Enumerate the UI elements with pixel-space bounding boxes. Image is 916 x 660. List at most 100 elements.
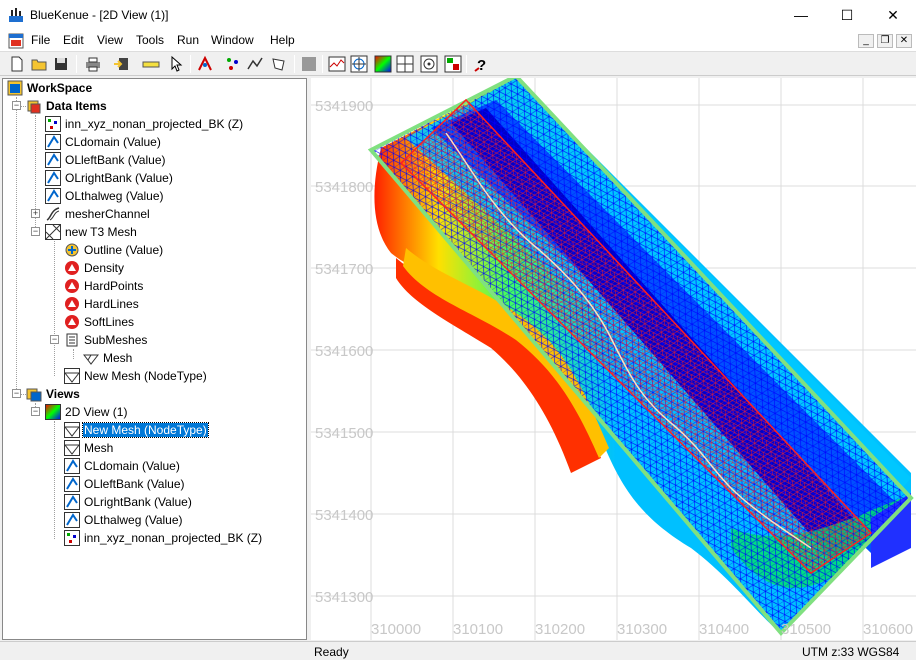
maximize-button[interactable]: ☐ <box>840 7 854 23</box>
tree-item-label: OLrightBank (Value) <box>84 495 192 509</box>
print-icon[interactable] <box>84 55 102 73</box>
compass-icon[interactable] <box>420 55 438 73</box>
2d-view-icon <box>45 404 61 420</box>
menu-run[interactable]: Run <box>177 33 200 47</box>
status-bar: Ready UTM z:33 WGS84 <box>0 641 916 660</box>
mesh-plot[interactable]: 5341900 5341800 5341700 5341600 5341500 53414… <box>311 78 916 640</box>
x-axis-label: 310300 <box>617 621 667 638</box>
point-set-icon <box>64 530 80 546</box>
menu-view[interactable]: View <box>97 33 123 47</box>
tree-item-label: HardPoints <box>84 279 144 293</box>
x-axis-label: 310600 <box>863 621 913 638</box>
views-icon <box>26 388 42 402</box>
tree-item-label: Density <box>84 261 125 275</box>
menu-edit[interactable]: Edit <box>63 33 84 47</box>
collapse-views-toggle[interactable]: − <box>12 388 21 398</box>
profile-icon[interactable] <box>328 55 346 73</box>
lines-icon[interactable] <box>246 55 264 73</box>
y-axis-label: 5341900 <box>315 98 373 115</box>
collapse-submeshes-toggle[interactable]: − <box>50 334 59 344</box>
tree-item-label: SoftLines <box>84 315 135 329</box>
mesh-icon <box>64 368 80 384</box>
save-icon[interactable] <box>52 55 70 73</box>
x-axis-label: 310100 <box>453 621 503 638</box>
minimize-button[interactable]: — <box>794 7 808 23</box>
tree-item-label: OLleftBank (Value) <box>65 153 166 167</box>
line-set-icon <box>45 152 61 168</box>
colormap-icon[interactable] <box>374 55 392 73</box>
ruler-icon[interactable] <box>142 55 160 73</box>
bluekenue-app-icon <box>9 8 23 22</box>
tree-item-label: Mesh <box>84 441 114 455</box>
title-bar: BlueKenue - [2D View (1)] — ☐ ✕ <box>0 0 916 31</box>
tree-item-label: OLleftBank (Value) <box>84 477 185 491</box>
mdi-minimize-button[interactable]: _ <box>858 34 874 48</box>
collapse-t3-mesh-toggle[interactable]: − <box>31 226 40 236</box>
line-set-icon <box>64 494 80 510</box>
menu-bar: File Edit View Tools Run Window Help _ ❐… <box>0 31 916 51</box>
help-icon[interactable]: ? <box>472 55 490 73</box>
domain-outline <box>367 78 914 636</box>
softlines-icon <box>65 315 79 329</box>
tree-workspace-label: WorkSpace <box>27 81 93 95</box>
open-icon[interactable] <box>30 55 48 73</box>
new-icon[interactable] <box>8 55 26 73</box>
tree-item-label: new T3 Mesh <box>65 225 137 239</box>
menu-tools[interactable]: Tools <box>136 33 165 47</box>
tree-item-label: HardLines <box>84 297 139 311</box>
hardpoints-icon <box>65 279 79 293</box>
close-button[interactable]: ✕ <box>887 7 899 23</box>
menu-window[interactable]: Window <box>211 33 254 47</box>
2d-view-canvas[interactable]: 5341900 5341800 5341700 5341600 5341500 53414… <box>311 78 916 640</box>
y-axis-label: 5341600 <box>315 343 373 360</box>
stop-icon[interactable] <box>300 55 318 73</box>
import-icon[interactable] <box>112 55 130 73</box>
polygon-icon[interactable] <box>270 55 288 73</box>
expand-mesher-channel-toggle[interactable]: + <box>31 208 40 218</box>
tree-item-label: Mesh <box>103 351 133 365</box>
mesher-channel-icon <box>46 207 60 221</box>
y-axis-label: 5341800 <box>315 179 373 196</box>
tree-item-label: OLthalweg (Value) <box>65 189 164 203</box>
x-axis-label: 310500 <box>781 621 831 638</box>
tool-icon[interactable] <box>196 55 214 73</box>
tree-data-items-label: Data Items <box>46 99 107 113</box>
tree-item-label: inn_xyz_nonan_projected_BK (Z) <box>65 117 244 131</box>
y-axis-label: 5341400 <box>315 507 373 524</box>
collapse-data-items-toggle[interactable]: − <box>12 100 21 110</box>
data-items-icon <box>27 100 41 114</box>
toolbar: ? <box>0 51 916 76</box>
axis-labels: 5341900 5341800 5341700 5341600 5341500 53414… <box>315 98 913 638</box>
layers-icon[interactable] <box>444 55 462 73</box>
tree-item-label: SubMeshes <box>84 333 148 347</box>
pointer-icon[interactable] <box>168 55 186 73</box>
mdi-child-icon[interactable] <box>8 33 24 49</box>
density-icon <box>65 261 79 275</box>
thalweg-line <box>445 132 812 549</box>
svg-text:?: ? <box>477 57 486 73</box>
mesh-icon <box>64 422 80 438</box>
tree-item-label: 2D View (1) <box>65 405 128 419</box>
line-set-icon <box>45 188 61 204</box>
point-set-icon <box>45 116 61 132</box>
points-icon[interactable] <box>224 55 242 73</box>
y-axis-label: 5341700 <box>315 261 373 278</box>
line-set-icon <box>64 476 80 492</box>
mesh-icon <box>64 440 80 456</box>
tree-item-label: OLthalweg (Value) <box>84 513 183 527</box>
grid-icon[interactable] <box>396 55 414 73</box>
menu-help[interactable]: Help <box>270 33 295 47</box>
mdi-restore-button[interactable]: ❐ <box>877 34 893 48</box>
channel-outline <box>399 98 873 574</box>
mdi-close-button[interactable]: ✕ <box>896 34 912 48</box>
tree-item-label-selected: New Mesh (NodeType) <box>82 422 209 438</box>
tree-item-label: CLdomain (Value) <box>65 135 161 149</box>
menu-file[interactable]: File <box>31 33 51 47</box>
x-axis-label: 310400 <box>699 621 749 638</box>
x-axis-label: 310000 <box>371 621 421 638</box>
tree-item-label: mesherChannel <box>65 207 150 221</box>
collapse-2d-view-toggle[interactable]: − <box>31 406 40 416</box>
target-icon[interactable] <box>350 55 368 73</box>
tree-item-label: OLrightBank (Value) <box>65 171 173 185</box>
workspace-icon <box>7 80 23 96</box>
